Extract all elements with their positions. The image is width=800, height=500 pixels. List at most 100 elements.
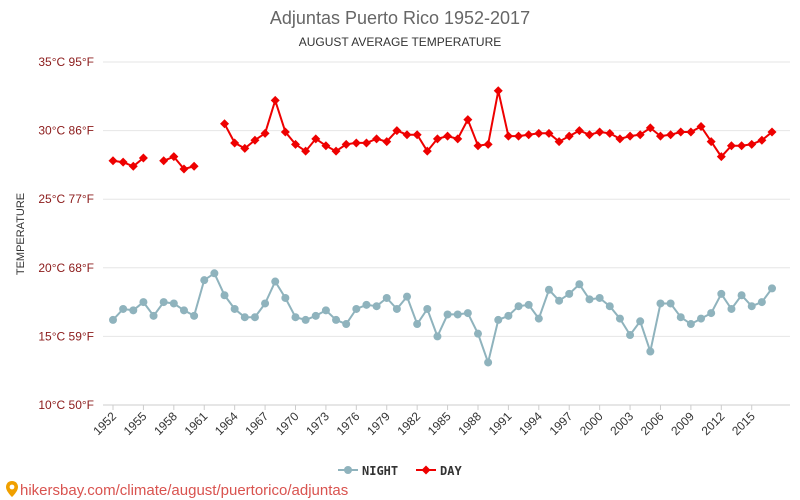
data-point-day[interactable] xyxy=(128,161,138,171)
data-point-night[interactable] xyxy=(311,311,320,320)
data-point-day[interactable] xyxy=(169,152,179,162)
data-point-night[interactable] xyxy=(433,332,442,341)
source-link[interactable]: hikersbay.com/climate/august/puertorico/… xyxy=(6,481,348,499)
data-point-night[interactable] xyxy=(291,313,300,322)
data-point-night[interactable] xyxy=(362,300,371,309)
data-point-night[interactable] xyxy=(494,315,503,324)
data-point-day[interactable] xyxy=(767,127,777,137)
data-point-day[interactable] xyxy=(372,134,382,144)
data-point-day[interactable] xyxy=(544,128,554,138)
data-point-night[interactable] xyxy=(119,304,128,313)
data-point-day[interactable] xyxy=(351,138,361,148)
data-point-night[interactable] xyxy=(676,313,685,322)
data-point-day[interactable] xyxy=(240,143,250,153)
data-point-day[interactable] xyxy=(554,137,564,147)
data-point-day[interactable] xyxy=(737,141,747,151)
data-point-night[interactable] xyxy=(565,289,574,298)
data-point-day[interactable] xyxy=(473,141,483,151)
data-point-night[interactable] xyxy=(626,331,635,340)
data-point-night[interactable] xyxy=(220,291,229,300)
data-point-day[interactable] xyxy=(280,127,290,137)
data-point-night[interactable] xyxy=(423,304,432,313)
data-point-night[interactable] xyxy=(514,302,523,311)
data-point-night[interactable] xyxy=(605,302,614,311)
data-point-night[interactable] xyxy=(575,280,584,289)
data-point-night[interactable] xyxy=(484,358,493,367)
data-point-night[interactable] xyxy=(636,317,645,326)
data-point-night[interactable] xyxy=(382,293,391,302)
data-point-day[interactable] xyxy=(696,121,706,131)
data-point-day[interactable] xyxy=(595,127,605,137)
data-point-day[interactable] xyxy=(382,137,392,147)
data-point-night[interactable] xyxy=(595,293,604,302)
data-point-day[interactable] xyxy=(402,130,412,140)
data-point-night[interactable] xyxy=(129,306,138,315)
data-point-night[interactable] xyxy=(656,299,665,308)
data-point-day[interactable] xyxy=(706,137,716,147)
data-point-night[interactable] xyxy=(463,309,472,318)
data-point-day[interactable] xyxy=(260,128,270,138)
data-point-night[interactable] xyxy=(281,293,290,302)
data-point-night[interactable] xyxy=(757,298,766,307)
data-point-night[interactable] xyxy=(504,311,513,320)
data-point-day[interactable] xyxy=(453,134,463,144)
data-point-night[interactable] xyxy=(768,284,776,293)
data-point-day[interactable] xyxy=(270,95,280,105)
data-point-night[interactable] xyxy=(230,304,239,313)
legend-item-night[interactable]: NIGHT xyxy=(338,464,398,478)
data-point-day[interactable] xyxy=(321,141,331,151)
data-point-day[interactable] xyxy=(463,115,473,125)
data-point-day[interactable] xyxy=(341,139,351,149)
data-point-night[interactable] xyxy=(646,347,655,356)
data-point-day[interactable] xyxy=(615,134,625,144)
data-point-day[interactable] xyxy=(331,146,341,156)
data-point-night[interactable] xyxy=(301,315,310,324)
data-point-night[interactable] xyxy=(717,289,726,298)
data-point-day[interactable] xyxy=(483,139,493,149)
data-point-day[interactable] xyxy=(574,126,584,136)
data-point-day[interactable] xyxy=(503,131,513,141)
data-point-night[interactable] xyxy=(200,276,209,285)
data-point-day[interactable] xyxy=(645,123,655,133)
data-point-day[interactable] xyxy=(220,119,230,129)
data-point-day[interactable] xyxy=(625,131,635,141)
data-point-day[interactable] xyxy=(514,131,524,141)
data-point-day[interactable] xyxy=(635,130,645,140)
data-point-day[interactable] xyxy=(250,135,260,145)
data-point-night[interactable] xyxy=(321,306,330,315)
data-point-day[interactable] xyxy=(118,157,128,167)
data-point-night[interactable] xyxy=(149,311,158,320)
data-point-day[interactable] xyxy=(655,131,665,141)
data-point-night[interactable] xyxy=(250,313,259,322)
data-point-night[interactable] xyxy=(332,315,341,324)
data-point-day[interactable] xyxy=(230,138,240,148)
data-point-day[interactable] xyxy=(686,127,696,137)
data-point-night[interactable] xyxy=(392,304,401,313)
data-point-day[interactable] xyxy=(412,130,422,140)
data-point-night[interactable] xyxy=(261,299,270,308)
data-point-night[interactable] xyxy=(453,310,462,319)
data-point-night[interactable] xyxy=(727,304,736,313)
data-point-night[interactable] xyxy=(271,277,280,286)
data-point-day[interactable] xyxy=(585,130,595,140)
data-point-day[interactable] xyxy=(189,161,199,171)
data-point-night[interactable] xyxy=(737,291,746,300)
data-point-night[interactable] xyxy=(403,292,412,301)
data-point-day[interactable] xyxy=(138,153,148,163)
data-point-night[interactable] xyxy=(585,295,594,304)
data-point-day[interactable] xyxy=(361,138,371,148)
data-point-night[interactable] xyxy=(139,298,148,307)
data-point-night[interactable] xyxy=(697,314,706,323)
data-point-day[interactable] xyxy=(422,146,432,156)
data-point-night[interactable] xyxy=(352,304,361,313)
data-point-day[interactable] xyxy=(666,130,676,140)
data-point-day[interactable] xyxy=(524,130,534,140)
data-point-day[interactable] xyxy=(676,127,686,137)
data-point-day[interactable] xyxy=(716,152,726,162)
data-point-day[interactable] xyxy=(726,141,736,151)
data-point-night[interactable] xyxy=(240,313,249,322)
data-point-night[interactable] xyxy=(342,320,351,329)
data-point-night[interactable] xyxy=(179,306,188,315)
data-point-night[interactable] xyxy=(544,285,553,294)
data-point-day[interactable] xyxy=(757,135,767,145)
